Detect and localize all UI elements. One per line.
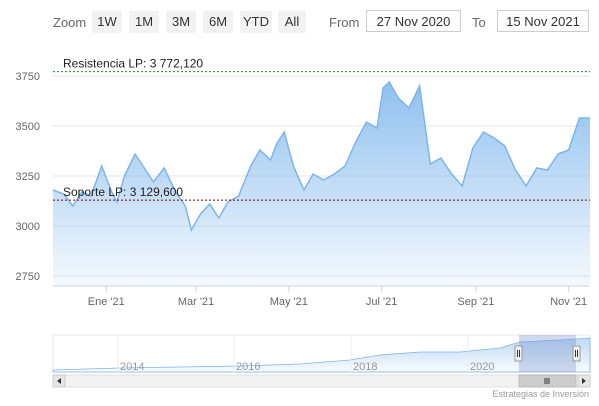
navigator-tick-label: 2018 — [353, 361, 377, 373]
zoom-1m-button[interactable]: 1M — [129, 11, 159, 33]
from-label: From — [329, 15, 360, 30]
y-tick-label: 3250 — [16, 171, 40, 183]
from-date-input[interactable]: 27 Nov 2020 — [366, 10, 461, 32]
navigator-tick-label: 2016 — [236, 361, 260, 373]
arrow-right-icon — [582, 378, 586, 384]
x-tick-label: May '21 — [270, 296, 308, 308]
zoom-6m-button[interactable]: 6M — [203, 11, 233, 33]
x-tick-label: Sep '21 — [457, 296, 494, 308]
navigator-left-handle[interactable] — [514, 345, 523, 362]
navigator-ticks: 2014 2016 2018 2020 — [117, 335, 494, 373]
zoom-ytd-button[interactable]: YTD — [240, 11, 272, 33]
price-area — [52, 80, 590, 286]
series-line — [52, 80, 590, 232]
navigator-tick-label: 2020 — [470, 361, 494, 373]
zoom-label: Zoom — [53, 15, 87, 30]
annotation-lines: Resistencia LP: 3 772,120 Soporte LP: 3 1… — [53, 57, 590, 201]
navigator-tick-label: 2014 — [120, 361, 144, 373]
x-tick-label: Ene '21 — [88, 296, 125, 308]
resistance-label: Resistencia LP: 3 772,120 — [63, 57, 203, 71]
y-tick-label: 2750 — [16, 271, 40, 283]
chart-credit[interactable]: Estrategias de Inversión — [492, 389, 589, 399]
x-tick-label: Mar '21 — [178, 296, 214, 308]
navigator-right-handle[interactable] — [572, 345, 581, 362]
y-tick-label: 3500 — [16, 121, 40, 133]
series-area — [53, 82, 590, 286]
x-tick-label: Nov '21 — [550, 296, 587, 308]
zoom-all-button[interactable]: All — [278, 11, 306, 33]
support-label: Soporte LP: 3 129,600 — [63, 185, 183, 199]
x-axis-ticks: Ene '21 Mar '21 May '21 Jul '21 Sep '21 Nov '… — [88, 286, 587, 308]
y-tick-label: 3000 — [16, 221, 40, 233]
range-selector-toolbar: Zoom 1W 1M 3M 6M YTD All From 27 Nov 202… — [0, 0, 599, 44]
x-tick-label: Jul '21 — [366, 296, 397, 308]
navigator[interactable]: 2014 2016 2018 2020 — [52, 334, 591, 373]
to-label: To — [472, 15, 486, 30]
to-date-input[interactable]: 15 Nov 2021 — [497, 10, 589, 32]
navigator-selected-range[interactable] — [519, 335, 576, 372]
y-axis-ticks: 3750 3500 3250 3000 2750 — [16, 71, 40, 283]
scrollbar[interactable] — [52, 374, 591, 388]
zoom-3m-button[interactable]: 3M — [166, 11, 196, 33]
navigator-series — [52, 337, 591, 373]
y-tick-label: 3750 — [16, 71, 40, 83]
zoom-1w-button[interactable]: 1W — [92, 11, 122, 33]
scrollbar-track[interactable] — [52, 374, 591, 388]
arrow-left-icon — [57, 378, 61, 384]
